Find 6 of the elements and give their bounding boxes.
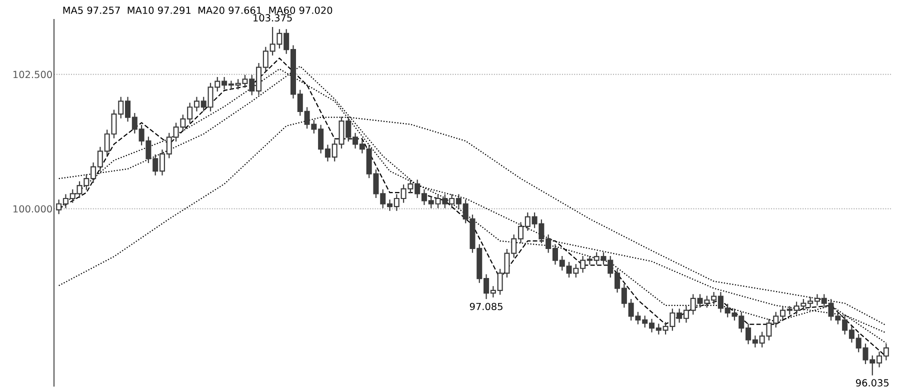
y-tick-label: 100.000 xyxy=(13,205,52,213)
annotation: 97.085 xyxy=(470,302,502,310)
text: MA5 97.257 MA10 97.291 MA20 97.661 MA60 97.020 xyxy=(63,6,332,14)
annotation: 96.035 xyxy=(856,379,889,387)
y-tick-label: 102.500 xyxy=(13,70,52,78)
annotation: 103.375 xyxy=(254,14,292,22)
